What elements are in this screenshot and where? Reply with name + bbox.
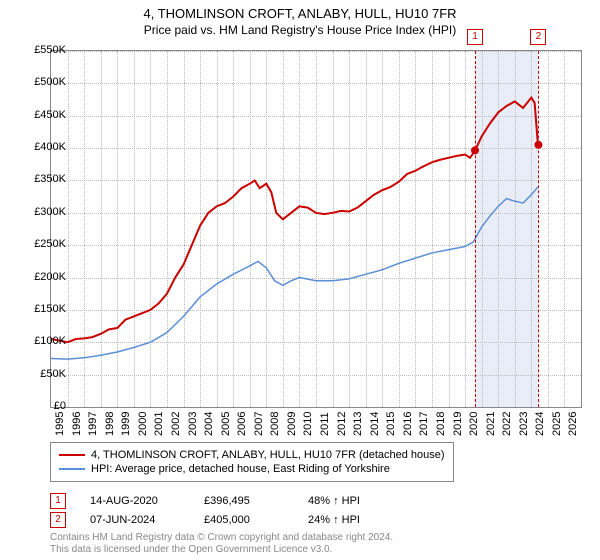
y-axis-label: £300K bbox=[34, 206, 66, 218]
x-axis-label: 2012 bbox=[336, 412, 348, 436]
legend: 4, THOMLINSON CROFT, ANLABY, HULL, HU10 … bbox=[50, 442, 454, 482]
x-axis-label: 2023 bbox=[518, 412, 530, 436]
x-axis-label: 2019 bbox=[452, 412, 464, 436]
x-axis-label: 2020 bbox=[468, 412, 480, 436]
x-axis-label: 2013 bbox=[352, 412, 364, 436]
legend-row: HPI: Average price, detached house, East… bbox=[59, 463, 445, 475]
sale-delta: 24% ↑ HPI bbox=[308, 514, 360, 526]
x-axis-label: 2006 bbox=[236, 412, 248, 436]
sales-row: 1 14-AUG-2020 £396,495 48% ↑ HPI bbox=[50, 493, 360, 509]
x-axis-label: 2011 bbox=[319, 412, 331, 436]
sale-price: £396,495 bbox=[204, 495, 284, 507]
chart-svg bbox=[51, 51, 581, 407]
x-axis-label: 2024 bbox=[534, 412, 546, 436]
legend-row: 4, THOMLINSON CROFT, ANLABY, HULL, HU10 … bbox=[59, 449, 445, 461]
y-axis-label: £250K bbox=[34, 238, 66, 250]
footer-line2: This data is licensed under the Open Gov… bbox=[50, 544, 393, 556]
x-axis-label: 2009 bbox=[286, 412, 298, 436]
sale-price: £405,000 bbox=[204, 514, 284, 526]
x-axis-label: 2014 bbox=[369, 412, 381, 436]
x-axis-label: 1996 bbox=[71, 412, 83, 436]
sale-date: 07-JUN-2024 bbox=[90, 514, 180, 526]
footer-line1: Contains HM Land Registry data © Crown c… bbox=[50, 532, 393, 544]
x-axis-label: 2001 bbox=[153, 412, 165, 436]
x-axis-label: 2022 bbox=[501, 412, 513, 436]
title-block: 4, THOMLINSON CROFT, ANLABY, HULL, HU10 … bbox=[0, 0, 600, 37]
x-axis-label: 2007 bbox=[253, 412, 265, 436]
x-axis-label: 1998 bbox=[104, 412, 116, 436]
y-axis-label: £450K bbox=[34, 109, 66, 121]
x-axis-label: 2026 bbox=[567, 412, 579, 436]
x-axis-label: 2025 bbox=[551, 412, 563, 436]
x-axis-label: 2016 bbox=[402, 412, 414, 436]
sale-marker-box: 1 bbox=[467, 29, 483, 45]
x-axis-label: 2015 bbox=[385, 412, 397, 436]
sales-row: 2 07-JUN-2024 £405,000 24% ↑ HPI bbox=[50, 512, 360, 528]
sale-marker-box: 2 bbox=[530, 29, 546, 45]
y-axis-label: £100K bbox=[34, 335, 66, 347]
x-axis-label: 1995 bbox=[54, 412, 66, 436]
y-axis-label: £0 bbox=[54, 400, 66, 412]
y-axis-label: £400K bbox=[34, 141, 66, 153]
chart-container: 4, THOMLINSON CROFT, ANLABY, HULL, HU10 … bbox=[0, 0, 600, 560]
y-axis-label: £200K bbox=[34, 271, 66, 283]
legend-swatch-hpi bbox=[59, 468, 85, 470]
x-axis-label: 2004 bbox=[203, 412, 215, 436]
sale-marker-2: 2 bbox=[50, 512, 66, 528]
sales-table: 1 14-AUG-2020 £396,495 48% ↑ HPI 2 07-JU… bbox=[50, 490, 360, 531]
y-axis-label: £550K bbox=[34, 44, 66, 56]
legend-swatch-price bbox=[59, 454, 85, 456]
title-main: 4, THOMLINSON CROFT, ANLABY, HULL, HU10 … bbox=[0, 6, 600, 21]
x-axis-label: 2008 bbox=[269, 412, 281, 436]
y-axis-label: £500K bbox=[34, 76, 66, 88]
sale-delta: 48% ↑ HPI bbox=[308, 495, 360, 507]
x-axis-label: 2018 bbox=[435, 412, 447, 436]
x-axis-label: 1999 bbox=[120, 412, 132, 436]
x-axis-label: 2005 bbox=[220, 412, 232, 436]
x-axis-label: 2000 bbox=[137, 412, 149, 436]
y-axis-label: £150K bbox=[34, 303, 66, 315]
x-axis-label: 2021 bbox=[485, 412, 497, 436]
y-axis-label: £350K bbox=[34, 173, 66, 185]
x-axis-label: 2010 bbox=[302, 412, 314, 436]
x-axis-label: 2003 bbox=[187, 412, 199, 436]
sale-marker-1: 1 bbox=[50, 493, 66, 509]
y-axis-label: £50K bbox=[40, 368, 66, 380]
x-axis-label: 2017 bbox=[418, 412, 430, 436]
x-axis-label: 1997 bbox=[87, 412, 99, 436]
title-sub: Price paid vs. HM Land Registry's House … bbox=[0, 23, 600, 37]
footer: Contains HM Land Registry data © Crown c… bbox=[50, 532, 393, 556]
sale-date: 14-AUG-2020 bbox=[90, 495, 180, 507]
x-axis-label: 2002 bbox=[170, 412, 182, 436]
legend-label-price: 4, THOMLINSON CROFT, ANLABY, HULL, HU10 … bbox=[91, 449, 445, 461]
plot-area: 12 bbox=[50, 50, 582, 408]
legend-label-hpi: HPI: Average price, detached house, East… bbox=[91, 463, 390, 475]
